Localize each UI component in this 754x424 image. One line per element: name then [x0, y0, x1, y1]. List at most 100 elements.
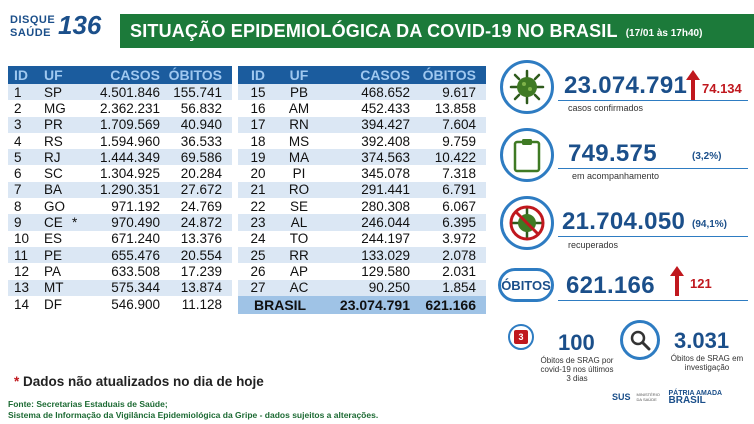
- cell-uf: PA: [44, 263, 62, 279]
- cell-id: 25: [250, 247, 266, 263]
- table-row: 13 MT 575.344 13.874: [8, 279, 232, 296]
- states-table-right: ID UF CASOS ÓBITOS 15 PB 468.652 9.617 16 AM 4…: [238, 66, 486, 314]
- cell-casos: 246.044: [361, 215, 410, 231]
- monitoring-value: 749.575: [568, 140, 657, 167]
- table-header: ID UF CASOS ÓBITOS: [238, 66, 486, 84]
- cell-obitos: 13.376: [180, 231, 222, 247]
- cell-obitos: 1.854: [442, 280, 476, 296]
- total-obitos: 621.166: [425, 296, 476, 313]
- header-obitos: ÓBITOS: [422, 67, 476, 83]
- cell-casos: 291.441: [361, 182, 410, 198]
- cell-id: 22: [250, 198, 266, 214]
- header-bar: SITUAÇÃO EPIDEMIOLÓGICA DA COVID-19 NO B…: [120, 14, 754, 48]
- cell-obitos: 20.284: [180, 166, 222, 182]
- cell-casos: 1.594.960: [99, 133, 160, 149]
- cell-id: 10: [14, 231, 30, 247]
- divider: [558, 100, 748, 101]
- ministry-logo: MINISTÉRIO DA SAÚDE: [636, 392, 660, 402]
- cell-obitos: 13.858: [434, 100, 476, 116]
- cell-id: 9: [14, 215, 22, 231]
- table-row: 10 ES 671.240 13.376: [8, 230, 232, 247]
- table-row: 3 PR 1.709.569 40.940: [8, 116, 232, 133]
- cell-uf: AP: [289, 263, 308, 279]
- brasil-total-row: BRASIL 23.074.791 621.166: [238, 295, 486, 314]
- recovered-label: recuperados: [568, 240, 619, 250]
- cell-casos: 244.197: [361, 231, 410, 247]
- logo-line2: SAÚDE: [10, 27, 52, 39]
- header-id: ID: [14, 67, 28, 83]
- cell-id: 21: [250, 182, 266, 198]
- cell-id: 16: [250, 100, 266, 116]
- cell-uf: RS: [44, 133, 63, 149]
- header-obitos: ÓBITOS: [168, 67, 222, 83]
- cell-uf: MT: [44, 280, 64, 296]
- cell-casos: 575.344: [111, 280, 160, 296]
- cell-casos: 392.408: [361, 133, 410, 149]
- cell-casos: 970.490: [111, 215, 160, 231]
- footnote-text: Dados não atualizados no dia de hoje: [23, 374, 264, 389]
- cell-casos: 4.501.846: [99, 84, 160, 100]
- srag-investigation-label: Óbitos de SRAG em investigação: [670, 354, 744, 372]
- total-casos: 23.074.791: [339, 296, 410, 313]
- cell-obitos: 56.832: [180, 100, 222, 116]
- cell-uf: GO: [44, 198, 66, 214]
- cell-obitos: 7.604: [442, 117, 476, 133]
- header-id: ID: [251, 67, 265, 83]
- cell-id: 20: [250, 166, 266, 182]
- calendar-icon: 3: [508, 324, 534, 350]
- table-row: 23 AL 246.044 6.395: [238, 214, 486, 231]
- page-title: SITUAÇÃO EPIDEMIOLÓGICA DA COVID-19 NO B…: [130, 20, 618, 41]
- cell-id: 11: [14, 247, 29, 263]
- divider: [558, 236, 748, 237]
- cell-id: 13: [14, 280, 30, 296]
- arrow-up-icon: [686, 70, 700, 100]
- deaths-delta: 121: [690, 276, 712, 291]
- calendar-day: 3: [514, 330, 528, 344]
- cell-uf: CE: [44, 215, 63, 231]
- table-row: 7 BA 1.290.351 27.672: [8, 181, 232, 199]
- cell-casos: 1.709.569: [99, 117, 160, 133]
- table-body-left: 1 SP 4.501.846 155.741 2 MG 2.362.231 56.832 3 PR…: [8, 84, 232, 313]
- table-row: 11 PE 655.476 20.554: [8, 246, 232, 264]
- cell-id: 23: [250, 215, 266, 231]
- cell-obitos: 155.741: [173, 84, 222, 100]
- cell-obitos: 24.872: [180, 215, 222, 231]
- cell-uf: RN: [289, 117, 309, 133]
- cell-id: 15: [250, 84, 266, 100]
- logo-number: 136: [58, 10, 102, 40]
- cell-uf: AM: [288, 100, 310, 116]
- cell-obitos: 7.318: [442, 166, 476, 182]
- disque-saude-logo: DISQUE SAÚDE 136: [8, 8, 118, 48]
- logo-line1: DISQUE: [10, 14, 56, 26]
- government-logo-line2: BRASIL: [668, 395, 706, 406]
- cell-uf: TO: [289, 231, 309, 247]
- cell-uf: SE: [289, 198, 308, 214]
- srag-recent-value: 100: [558, 330, 595, 355]
- table-row: 9 CE * 970.490 24.872: [8, 214, 232, 231]
- table-row: 14 DF 546.900 11.128: [8, 295, 232, 313]
- cell-casos: 546.900: [111, 296, 160, 312]
- cell-uf: PI: [292, 166, 306, 182]
- cell-casos: 1.444.349: [99, 149, 160, 165]
- sus-logo: SUS: [612, 392, 631, 402]
- confirmed-value: 23.074.791: [564, 72, 688, 99]
- cell-id: 26: [250, 263, 266, 279]
- table-row: 19 MA 374.563 10.422: [238, 149, 486, 166]
- table-row: 25 RR 133.029 2.078: [238, 246, 486, 264]
- table-row: 6 SC 1.304.925 20.284: [8, 165, 232, 182]
- recovered-pct: (94,1%): [692, 219, 728, 230]
- arrow-up-icon: [670, 266, 684, 296]
- cell-casos: 633.508: [111, 263, 160, 279]
- cell-uf: RJ: [44, 149, 61, 165]
- cell-casos: 655.476: [111, 247, 160, 263]
- update-date: (17/01 às 17h40): [625, 27, 703, 39]
- cell-uf: PB: [289, 84, 308, 100]
- table-row: 26 AP 129.580 2.031: [238, 263, 486, 280]
- cell-id: 7: [14, 182, 22, 198]
- table-row: 12 PA 633.508 17.239: [8, 263, 232, 280]
- header-casos: CASOS: [360, 67, 410, 83]
- cell-uf: RR: [289, 247, 309, 263]
- states-table-left: ID UF CASOS ÓBITOS 1 SP 4.501.846 155.741 2 M…: [8, 66, 232, 313]
- cell-uf: ES: [44, 231, 63, 247]
- cell-obitos: 6.791: [442, 182, 476, 198]
